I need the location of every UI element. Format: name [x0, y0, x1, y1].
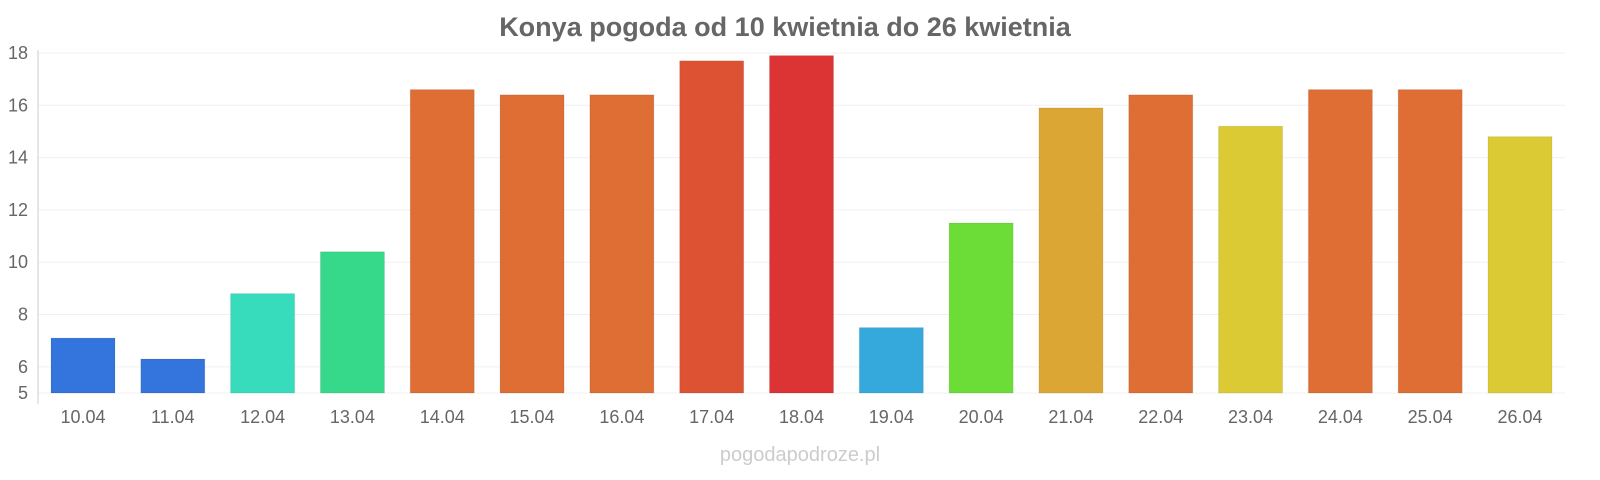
y-tick-label: 8	[18, 305, 28, 325]
y-tick-label: 6	[18, 357, 28, 377]
x-tick-label: 16.04	[599, 407, 644, 427]
x-tick-label: 21.04	[1048, 407, 1093, 427]
x-tick-label: 20.04	[959, 407, 1004, 427]
x-tick-label: 22.04	[1138, 407, 1183, 427]
bar-21.04	[1038, 107, 1104, 394]
bar-16.04	[589, 94, 655, 394]
bar-10.04	[50, 337, 116, 394]
bar-13.04	[319, 251, 385, 394]
x-tick-label: 17.04	[689, 407, 734, 427]
bar-22.04	[1128, 94, 1194, 394]
x-tick-label: 23.04	[1228, 407, 1273, 427]
bar-17.04	[679, 60, 745, 394]
x-tick-label: 18.04	[779, 407, 824, 427]
y-tick-label: 18	[8, 43, 28, 63]
bar-20.04	[948, 222, 1014, 394]
x-tick-label: 14.04	[420, 407, 465, 427]
x-tick-label: 11.04	[151, 407, 195, 427]
y-tick-label: 16	[8, 95, 28, 115]
bar-14.04	[409, 89, 475, 394]
bar-25.04	[1397, 89, 1463, 394]
footer-watermark: pogodapodroze.pl	[720, 444, 880, 466]
y-tick-label: 5	[18, 383, 28, 403]
chart-title: Konya pogoda od 10 kwietnia do 26 kwietn…	[499, 12, 1072, 42]
bar-12.04	[230, 293, 296, 394]
bar-15.04	[499, 94, 565, 394]
y-tick-label: 12	[8, 200, 28, 220]
bar-19.04	[858, 327, 924, 394]
x-tick-label: 13.04	[330, 407, 375, 427]
bar-18.04	[769, 55, 834, 394]
y-tick-label: 14	[8, 148, 28, 168]
x-tick-label: 26.04	[1497, 407, 1542, 427]
x-tick-label: 12.04	[240, 407, 285, 427]
x-tick-label: 19.04	[869, 407, 914, 427]
bar-24.04	[1307, 89, 1373, 394]
x-tick-label: 25.04	[1408, 407, 1453, 427]
x-tick-label: 10.04	[60, 407, 105, 427]
bar-11.04	[140, 358, 206, 394]
bar-26.04	[1487, 136, 1553, 394]
x-tick-label: 24.04	[1318, 407, 1363, 427]
bar-23.04	[1218, 125, 1284, 394]
x-tick-label: 15.04	[510, 407, 555, 427]
y-tick-label: 10	[8, 252, 28, 272]
